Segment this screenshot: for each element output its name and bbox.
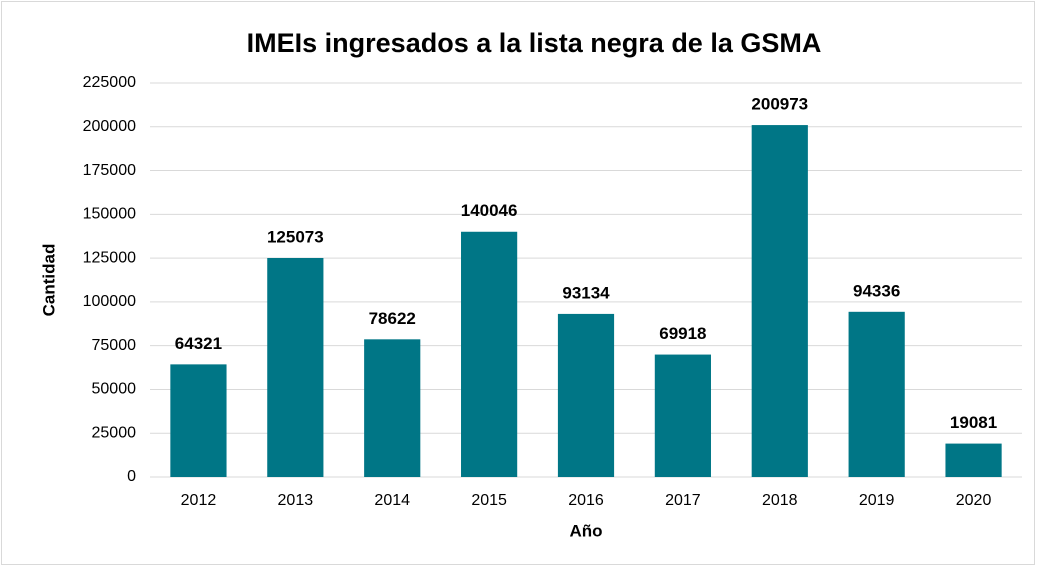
bar bbox=[751, 125, 808, 477]
x-tick-label: 2020 bbox=[956, 492, 992, 509]
bar bbox=[170, 364, 227, 477]
x-tick-label: 2019 bbox=[859, 492, 895, 509]
x-tick-label: 2014 bbox=[374, 492, 410, 509]
y-tick-label: 150000 bbox=[83, 206, 136, 223]
x-tick-label: 2012 bbox=[181, 492, 217, 509]
bar bbox=[945, 443, 1002, 477]
data-label: 93134 bbox=[562, 283, 610, 302]
data-label: 64321 bbox=[175, 334, 222, 353]
y-tick-label: 50000 bbox=[92, 381, 137, 398]
chart-title: IMEIs ingresados a la lista negra de la … bbox=[247, 28, 822, 58]
data-label: 94336 bbox=[853, 281, 900, 300]
x-tick-label: 2017 bbox=[665, 492, 701, 509]
bar bbox=[364, 339, 421, 477]
data-label: 200973 bbox=[751, 95, 808, 114]
data-label: 125073 bbox=[267, 227, 324, 246]
y-axis-label: Cantidad bbox=[39, 244, 58, 317]
x-tick-label: 2015 bbox=[471, 492, 507, 509]
bar bbox=[654, 354, 711, 477]
x-tick-label: 2013 bbox=[278, 492, 314, 509]
y-tick-label: 175000 bbox=[83, 162, 136, 179]
y-tick-label: 200000 bbox=[83, 118, 136, 135]
x-tick-label: 2018 bbox=[762, 492, 798, 509]
bar bbox=[557, 313, 615, 477]
y-tick-label: 225000 bbox=[83, 74, 136, 91]
data-label: 19081 bbox=[950, 413, 997, 432]
data-label: 69918 bbox=[659, 324, 706, 343]
x-axis-label: Año bbox=[569, 521, 602, 540]
y-tick-label: 125000 bbox=[83, 249, 136, 266]
y-tick-label: 100000 bbox=[83, 293, 136, 310]
bar bbox=[267, 257, 324, 477]
x-tick-label: 2016 bbox=[568, 492, 604, 509]
y-tick-label: 0 bbox=[127, 468, 136, 485]
bar bbox=[848, 311, 905, 477]
data-label: 78622 bbox=[369, 309, 416, 328]
y-tick-label: 75000 bbox=[92, 337, 137, 354]
bar bbox=[461, 231, 518, 477]
y-tick-label: 25000 bbox=[92, 424, 137, 441]
data-label: 140046 bbox=[461, 201, 518, 220]
